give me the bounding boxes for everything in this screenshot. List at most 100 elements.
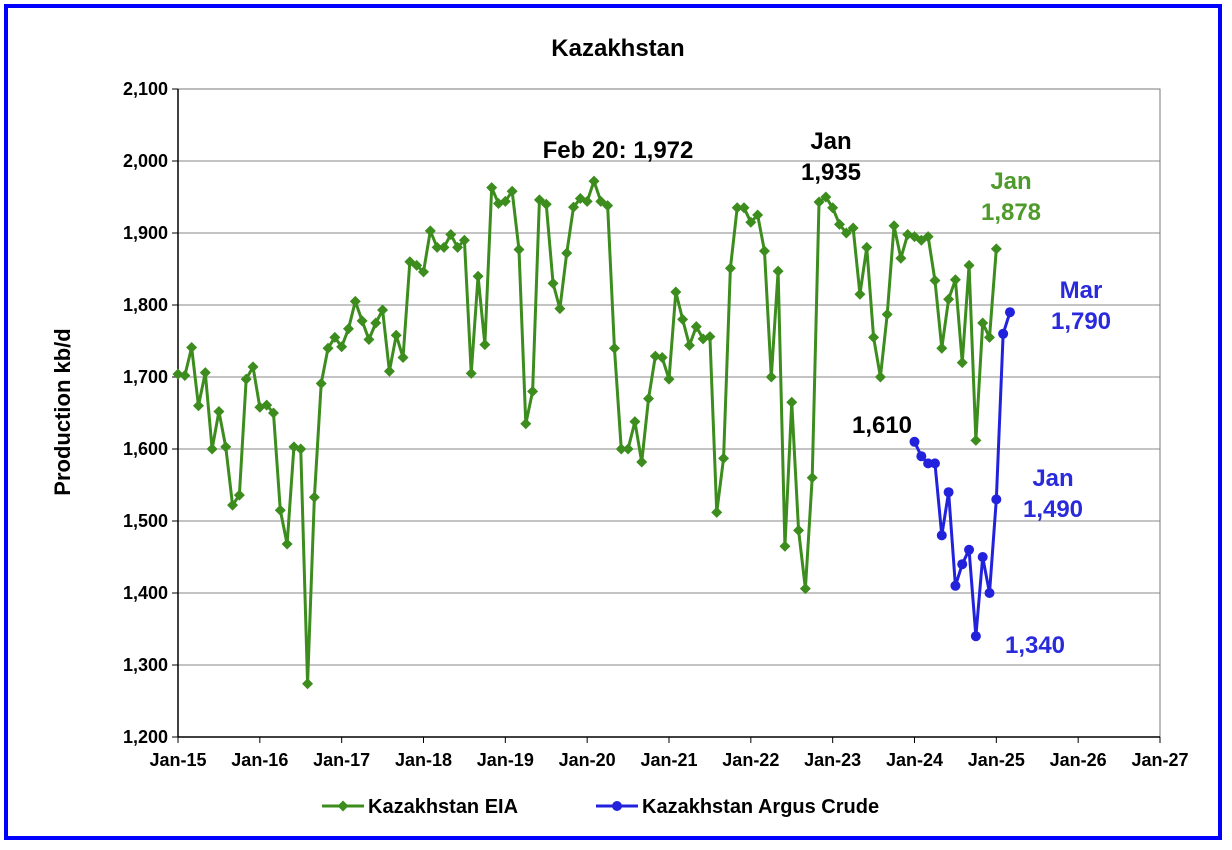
- data-point: [615, 443, 627, 455]
- data-point: [308, 491, 320, 503]
- annotation-label: Jan: [990, 168, 1031, 195]
- data-point: [383, 365, 395, 377]
- data-point: [677, 313, 689, 325]
- data-point: [540, 198, 552, 210]
- data-point: [936, 530, 947, 541]
- data-point: [199, 367, 211, 379]
- data-point: [377, 304, 389, 316]
- data-point: [315, 377, 327, 389]
- data-point: [813, 196, 825, 208]
- x-tick-label: Jan-16: [231, 750, 288, 770]
- data-point: [281, 538, 293, 550]
- data-point: [854, 288, 866, 300]
- data-point: [438, 241, 450, 253]
- data-point: [847, 222, 859, 234]
- data-point: [622, 443, 634, 455]
- data-point: [827, 202, 839, 214]
- data-point: [390, 329, 402, 341]
- data-point: [752, 209, 764, 221]
- data-point: [506, 185, 518, 197]
- y-tick-label: 1,600: [123, 439, 168, 459]
- data-point: [445, 228, 457, 240]
- series-kazakhstan-argus-crude: [909, 307, 1015, 642]
- x-tick-label: Jan-25: [968, 750, 1025, 770]
- data-point: [533, 194, 545, 206]
- x-tick-label: Jan-18: [395, 750, 452, 770]
- data-point: [342, 323, 354, 335]
- data-point: [793, 524, 805, 536]
- x-tick-label: Jan-19: [477, 750, 534, 770]
- data-point: [929, 458, 940, 469]
- data-point: [765, 371, 777, 383]
- data-point: [479, 339, 491, 351]
- data-point: [629, 416, 641, 428]
- data-point: [192, 400, 204, 412]
- data-point: [990, 243, 1002, 255]
- legend-label: Kazakhstan EIA: [368, 796, 518, 818]
- annotation-label: 1,610: [852, 412, 912, 439]
- data-point: [411, 259, 423, 271]
- x-axis-ticks: Jan-15 Jan-16 Jan-17 Jan-18 Jan-19 Jan-20 Jan-…: [149, 737, 1189, 770]
- annotation-label: 1,935: [801, 159, 861, 186]
- data-point: [465, 367, 477, 379]
- data-point: [452, 241, 464, 253]
- data-point: [711, 506, 723, 518]
- series-kazakhstan-eia: [172, 175, 1002, 690]
- data-point: [595, 195, 607, 207]
- data-point: [1004, 307, 1015, 318]
- y-tick-label: 2,100: [123, 79, 168, 99]
- data-point: [513, 244, 525, 256]
- data-point: [322, 342, 334, 354]
- annotation-label: Mar: [1060, 277, 1103, 304]
- data-point: [520, 418, 532, 430]
- data-point: [949, 274, 961, 286]
- x-tick-label: Jan-26: [1050, 750, 1107, 770]
- data-point: [820, 191, 832, 203]
- data-point: [943, 487, 954, 498]
- data-point: [758, 245, 770, 257]
- data-point: [806, 472, 818, 484]
- data-point: [929, 275, 941, 287]
- annotation-label: 1,790: [1051, 308, 1111, 335]
- data-point: [840, 227, 852, 239]
- data-point: [499, 195, 511, 207]
- data-point: [663, 373, 675, 385]
- annotation-label: 1,878: [981, 199, 1041, 226]
- data-point: [220, 441, 232, 453]
- data-point: [561, 247, 573, 259]
- data-point: [581, 195, 593, 207]
- data-point: [179, 370, 191, 382]
- y-tick-label: 1,700: [123, 367, 168, 387]
- x-tick-label: Jan-23: [804, 750, 861, 770]
- data-point: [329, 331, 341, 343]
- legend: Kazakhstan EIA Kazakhstan Argus Crude: [322, 796, 879, 818]
- y-tick-label: 1,500: [123, 511, 168, 531]
- data-point: [786, 396, 798, 408]
- data-point: [527, 385, 539, 397]
- data-point: [977, 317, 989, 329]
- data-point: [602, 200, 614, 212]
- data-point: [233, 489, 245, 501]
- x-tick-label: Jan-27: [1131, 750, 1188, 770]
- data-point: [936, 342, 948, 354]
- data-point: [247, 361, 259, 373]
- chart-frame: [4, 4, 1222, 840]
- data-point: [772, 265, 784, 277]
- data-point: [418, 266, 429, 278]
- y-tick-label: 1,400: [123, 583, 168, 603]
- data-point: [745, 216, 757, 228]
- data-point: [833, 218, 845, 230]
- data-point: [874, 371, 886, 383]
- data-point: [588, 175, 600, 187]
- data-point: [970, 631, 981, 642]
- legend-marker: [612, 801, 622, 811]
- data-point: [397, 352, 409, 364]
- data-point: [670, 286, 682, 298]
- data-point: [227, 499, 239, 511]
- data-point: [977, 552, 988, 562]
- data-point: [909, 436, 920, 447]
- legend-marker: [337, 800, 349, 812]
- y-tick-label: 1,900: [123, 223, 168, 243]
- data-point: [336, 341, 348, 353]
- data-point: [963, 259, 975, 271]
